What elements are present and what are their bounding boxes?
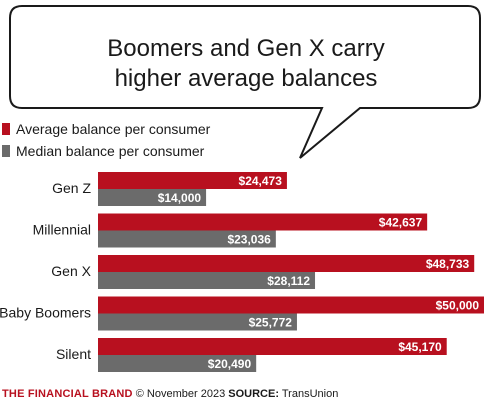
bar-average-silent: [98, 338, 447, 355]
bar-median-millennial: [98, 230, 276, 248]
data-label-average-baby-boomers: $50,000: [436, 299, 480, 313]
footer-source: TransUnion: [281, 388, 339, 400]
chart-title-line-2: higher average balances: [114, 65, 378, 92]
category-label-gen-z: Gen Z: [52, 180, 91, 196]
legend-swatch-median: [2, 145, 10, 157]
footer-date: © November 2023: [135, 388, 226, 400]
legend-item-average: Average balance per consumer: [2, 121, 210, 137]
data-label-average-millennial: $42,637: [379, 216, 423, 230]
category-label-silent: Silent: [56, 346, 91, 362]
legend-label-average: Average balance per consumer: [16, 121, 211, 137]
bar-median-gen-x: [98, 272, 316, 289]
speech-bubble-outline: [9, 5, 481, 159]
bar-median-silent: [98, 355, 257, 372]
data-label-median-millennial: $23,036: [227, 233, 271, 247]
speech-bubble: [9, 5, 481, 159]
footer: THE FINANCIAL BRAND © November 2023 SOUR…: [2, 388, 338, 400]
bar-median-gen-z: [98, 189, 207, 206]
data-label-median-baby-boomers: $25,772: [249, 316, 293, 330]
bar-average-millennial: [98, 213, 428, 231]
data-label-average-gen-x: $48,733: [426, 257, 470, 271]
footer-brand: THE FINANCIAL BRAND: [2, 388, 133, 400]
chart-title-line-1: Boomers and Gen X carry: [107, 35, 385, 62]
data-label-average-gen-z: $24,473: [239, 174, 283, 188]
legend-label-median: Median balance per consumer: [16, 143, 205, 159]
bar-median-baby-boomers: [98, 313, 297, 331]
data-label-median-silent: $20,490: [208, 357, 252, 371]
category-label-millennial: Millennial: [33, 222, 91, 238]
category-label-gen-x: Gen X: [51, 263, 91, 279]
footer-source-label: SOURCE:: [228, 388, 279, 400]
bar-average-gen-z: [98, 172, 287, 189]
bar-average-baby-boomers: [98, 296, 484, 314]
data-label-average-silent: $45,170: [398, 340, 442, 354]
legend-swatch-average: [2, 123, 10, 135]
data-label-median-gen-x: $28,112: [267, 274, 310, 288]
bar-chart: Gen Z $24,473 $14,000 Millennial $42,637 $23,…: [0, 172, 484, 372]
bar-average-gen-x: [98, 255, 475, 272]
category-label-baby-boomers: Baby Boomers: [0, 305, 91, 321]
legend-item-median: Median balance per consumer: [2, 143, 204, 159]
data-label-median-gen-z: $14,000: [158, 191, 202, 205]
